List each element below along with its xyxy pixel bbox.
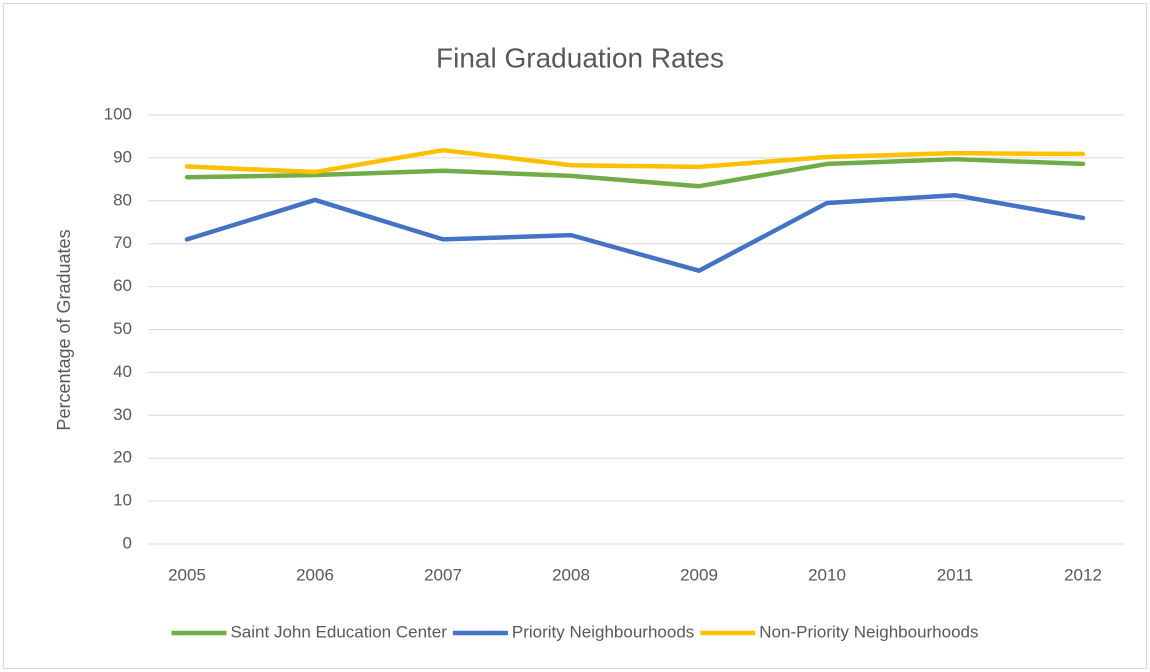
- y-tick-label: 10: [113, 491, 132, 510]
- y-tick-label: 80: [113, 190, 132, 209]
- y-tick-label: 20: [113, 448, 132, 467]
- y-axis-title: Percentage of Graduates: [54, 229, 74, 430]
- y-tick-label: 60: [113, 276, 132, 295]
- x-tick-label: 2010: [808, 565, 846, 584]
- x-tick-label: 2006: [296, 565, 334, 584]
- x-tick-label: 2007: [424, 565, 462, 584]
- legend-label: Saint John Education Center: [230, 622, 447, 641]
- y-tick-label: 0: [123, 533, 132, 552]
- x-tick-label: 2009: [680, 565, 718, 584]
- x-tick-label: 2012: [1064, 565, 1102, 584]
- y-tick-label: 90: [113, 147, 132, 166]
- legend-label: Priority Neighbourhoods: [512, 622, 694, 641]
- chart-frame: [3, 3, 1147, 669]
- legend-label: Non-Priority Neighbourhoods: [759, 622, 978, 641]
- y-tick-label: 40: [113, 362, 132, 381]
- chart-title: Final Graduation Rates: [436, 42, 724, 73]
- x-tick-label: 2005: [168, 565, 206, 584]
- line-series: [184, 147, 1086, 175]
- x-tick-label: 2008: [552, 565, 590, 584]
- y-tick-label: 30: [113, 405, 132, 424]
- x-tick-label: 2011: [937, 565, 974, 584]
- y-tick-label: 50: [113, 319, 132, 338]
- line-series: [184, 192, 1086, 273]
- y-tick-label: 100: [104, 104, 132, 123]
- line-series: [184, 156, 1086, 189]
- y-tick-label: 70: [113, 233, 132, 252]
